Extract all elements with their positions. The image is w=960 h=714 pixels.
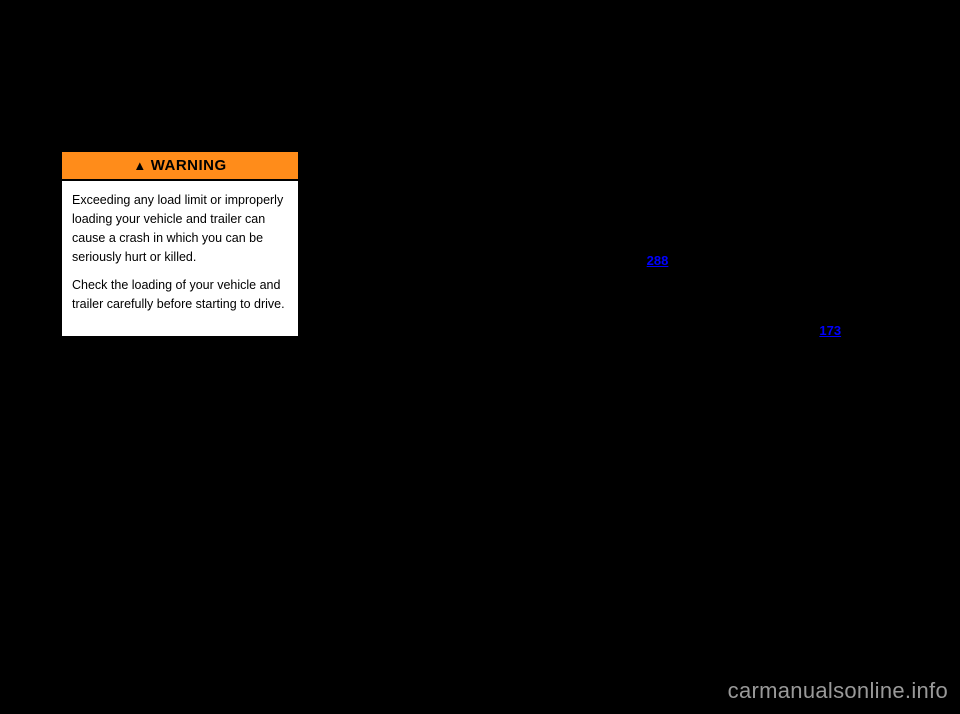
warning-label: WARNING <box>151 154 227 177</box>
continued-label: CONTINUED <box>647 401 900 418</box>
page-title: Towing a Trailer <box>80 100 202 118</box>
col2-p2: If you normally pull the same load each … <box>353 301 606 402</box>
column-1: ▲ WARNING Exceeding any load limit or im… <box>60 140 313 567</box>
page-link-173[interactable]: 173 <box>819 323 841 338</box>
col3-p1: Towing can require a variety of equipmen… <box>647 170 900 271</box>
column-2: If you cannot weigh the axles separately… <box>353 170 606 567</box>
warning-header: ▲ WARNING <box>62 152 298 181</box>
warning-box: ▲ WARNING Exceeding any load limit or im… <box>60 150 300 338</box>
page-link-288[interactable]: 288 <box>647 253 669 268</box>
col2-p1: If you cannot weigh the axles separately… <box>353 170 606 291</box>
distribution-text: Using a suitable scale or a special devi… <box>60 456 313 557</box>
checking-loads-heading: Checking Loads <box>60 356 313 376</box>
col3-p2: To ensure the best quality, we recommend… <box>647 281 900 341</box>
col3-p1-b: for weight distributing hitch limitation… <box>668 253 891 268</box>
col3-p2-b: ). <box>841 323 849 338</box>
column-3: Towing Equipment and Accessories Towing … <box>647 140 900 567</box>
warning-triangle-icon: ▲ <box>133 156 146 176</box>
checking-loads-text: The best way to confirm that vehicle and… <box>60 386 313 446</box>
text-columns: ▲ WARNING Exceeding any load limit or im… <box>60 140 900 567</box>
towing-equipment-heading: Towing Equipment and Accessories <box>647 140 900 160</box>
col3-p1-a: Towing can require a variety of equipmen… <box>647 172 894 247</box>
warning-text-1: Exceeding any load limit or improperly l… <box>72 191 288 266</box>
warning-body: Exceeding any load limit or improperly l… <box>62 181 298 336</box>
watermark: carmanualsonline.info <box>728 678 948 704</box>
col3-p2-a: To ensure the best quality, we recommend… <box>647 283 890 338</box>
page-number: 285 <box>860 590 882 605</box>
warning-text-2: Check the loading of your vehicle and tr… <box>72 276 288 314</box>
manual-page: Towing a Trailer ▲ WARNING Exceeding any… <box>60 30 900 650</box>
driving-label: Driving <box>844 568 882 580</box>
